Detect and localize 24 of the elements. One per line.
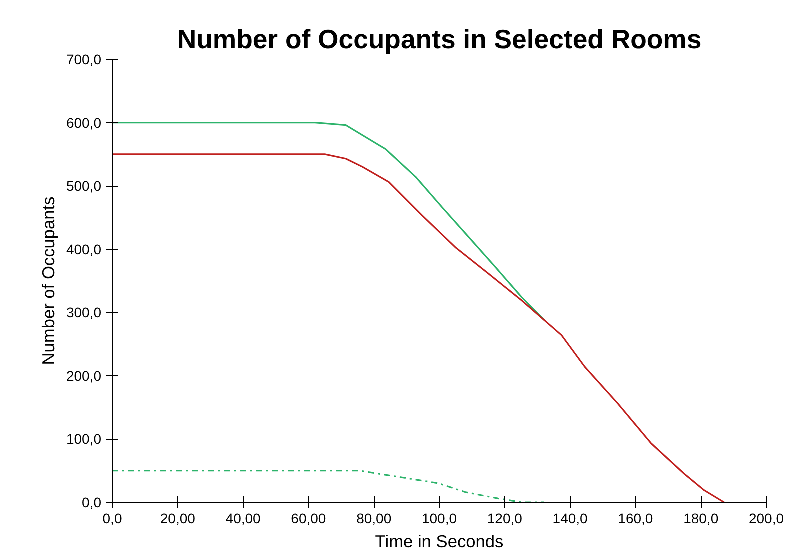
y-tick-label: 500,0 [66,178,102,194]
y-tick-label: 600,0 [66,114,102,131]
x-tick-label: 180,0 [684,510,719,526]
y-tick-label: 700,0 [66,52,102,68]
chart-title: Number of Occupants in Selected Rooms [177,24,702,54]
y-tick-label: 100,0 [66,431,102,448]
y-tick-label: 0,0 [82,494,102,510]
y-axis-title: Number of Occupants [38,196,58,366]
x-tick-label: 160,0 [618,510,654,526]
y-tick-label: 300,0 [66,304,102,321]
y-tick-label: 200,0 [66,368,102,384]
x-tick-label: 20,00 [160,510,196,526]
x-tick-label: 60,00 [291,510,326,526]
line-series [112,470,545,502]
x-tick-label: 140,0 [552,510,588,526]
x-tick-label: 0,0 [102,510,122,526]
x-tick-label: 80,00 [356,510,392,526]
x-axis-title: Time in Seconds [375,532,504,552]
x-tick-label: 100,0 [422,510,458,526]
x-tick-label: 120,0 [487,510,523,526]
x-tick-label: 200,0 [748,510,784,526]
x-tick-label: 40,00 [226,510,262,526]
y-tick-label: 400,0 [66,241,102,258]
line-series [112,154,726,502]
